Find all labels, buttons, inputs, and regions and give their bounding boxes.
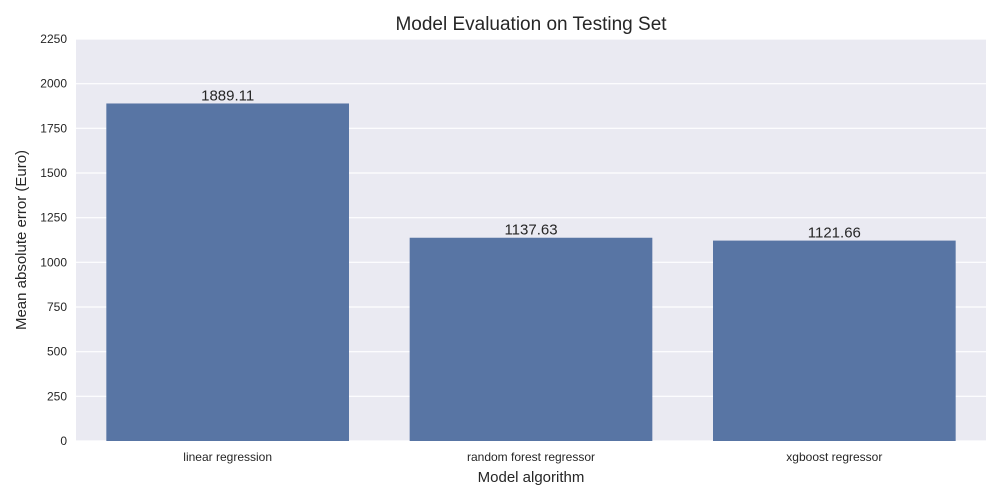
- y-tick-label: 500: [47, 345, 67, 359]
- y-tick-label: 2250: [40, 32, 67, 46]
- y-axis-label: Mean absolute error (Euro): [13, 150, 30, 330]
- y-tick-label: 1500: [40, 166, 67, 180]
- y-tick-label: 1000: [40, 255, 67, 269]
- y-tick-label: 0: [60, 434, 67, 448]
- y-tick-label: 750: [47, 300, 67, 314]
- y-tick-label: 2000: [40, 77, 67, 91]
- x-tick-label: random forest regressor: [467, 450, 595, 464]
- bar-xgboost-regressor: [713, 240, 956, 441]
- x-axis-label: Model algorithm: [478, 469, 585, 486]
- y-tick-label: 1750: [40, 121, 67, 135]
- x-tick-labels: linear regression random forest regressor…: [183, 450, 882, 464]
- x-tick-label: xgboost regressor: [786, 450, 882, 464]
- x-tick-label: linear regression: [183, 450, 272, 464]
- data-label: 1121.66: [808, 225, 861, 242]
- chart-title: Model Evaluation on Testing Set: [395, 14, 667, 35]
- y-tick-labels: 0 250 500 750 1000 1250 1500 1750 2000 2250: [40, 32, 67, 448]
- bars: [106, 103, 956, 442]
- bar-linear-regression: [106, 103, 349, 442]
- y-tick-label: 1250: [40, 211, 67, 225]
- y-tick-label: 250: [47, 389, 67, 403]
- data-label: 1137.63: [504, 222, 557, 239]
- value-labels: 1889.11 1137.63 1121.66: [201, 87, 861, 241]
- bar-random-forest-regressor: [409, 237, 653, 441]
- data-label: 1889.11: [201, 87, 254, 104]
